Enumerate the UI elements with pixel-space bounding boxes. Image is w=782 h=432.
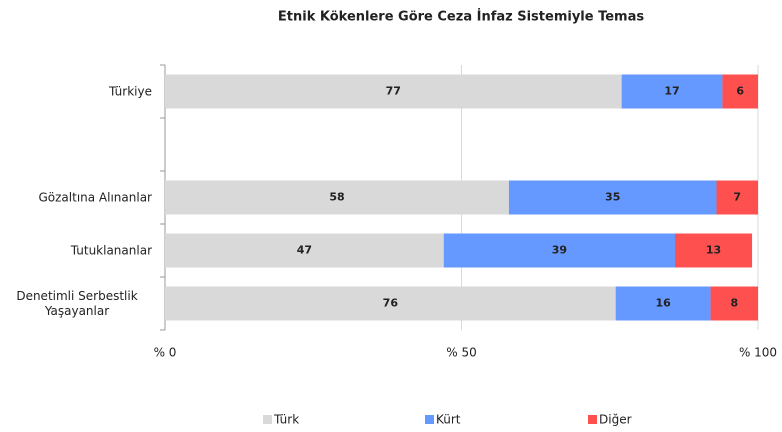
legend-label: Kürt — [436, 413, 461, 427]
legend-swatch — [588, 415, 597, 424]
bar-segment — [443, 233, 675, 268]
bar-segment — [710, 286, 758, 321]
bar-segment — [615, 286, 711, 321]
data-label: 58 — [329, 191, 344, 204]
bar-segment — [165, 180, 509, 215]
data-label: 16 — [655, 297, 671, 310]
bar-segment — [508, 180, 717, 215]
bar-segment — [674, 233, 753, 268]
bar-segment — [722, 74, 758, 109]
data-label: 47 — [297, 244, 312, 257]
x-tick-label: % 50 — [446, 346, 477, 360]
x-tick-label: % 100 — [739, 346, 777, 360]
bar-segment — [165, 286, 616, 321]
y-tick-label: Tutuklananlar — [70, 243, 152, 257]
legend-swatch — [263, 415, 272, 424]
data-label: 6 — [736, 85, 744, 98]
bar-segment — [621, 74, 723, 109]
bar-segment — [165, 74, 622, 109]
y-tick-label: Denetimli Serbestlik Yaşayanlar — [16, 288, 138, 318]
data-label: 77 — [386, 85, 401, 98]
legend-label: Türk — [273, 413, 299, 427]
legend-swatch — [425, 415, 434, 424]
bar-segment — [716, 180, 758, 215]
data-label: 8 — [730, 297, 738, 310]
chart-title: Etnik Kökenlere Göre Ceza İnfaz Sistemiy… — [278, 9, 644, 25]
data-label: 76 — [383, 297, 399, 310]
data-label: 7 — [733, 191, 741, 204]
data-label: 17 — [664, 85, 679, 98]
y-tick-label: Gözaltına Alınanlar — [38, 190, 152, 204]
x-tick-label: % 0 — [154, 346, 177, 360]
data-label: 35 — [605, 191, 620, 204]
data-label: 39 — [552, 244, 567, 257]
bar-segment — [165, 233, 444, 268]
data-label: 13 — [706, 244, 721, 257]
legend-label: Diğer — [599, 413, 632, 427]
y-tick-label: Türkiye — [109, 84, 152, 98]
